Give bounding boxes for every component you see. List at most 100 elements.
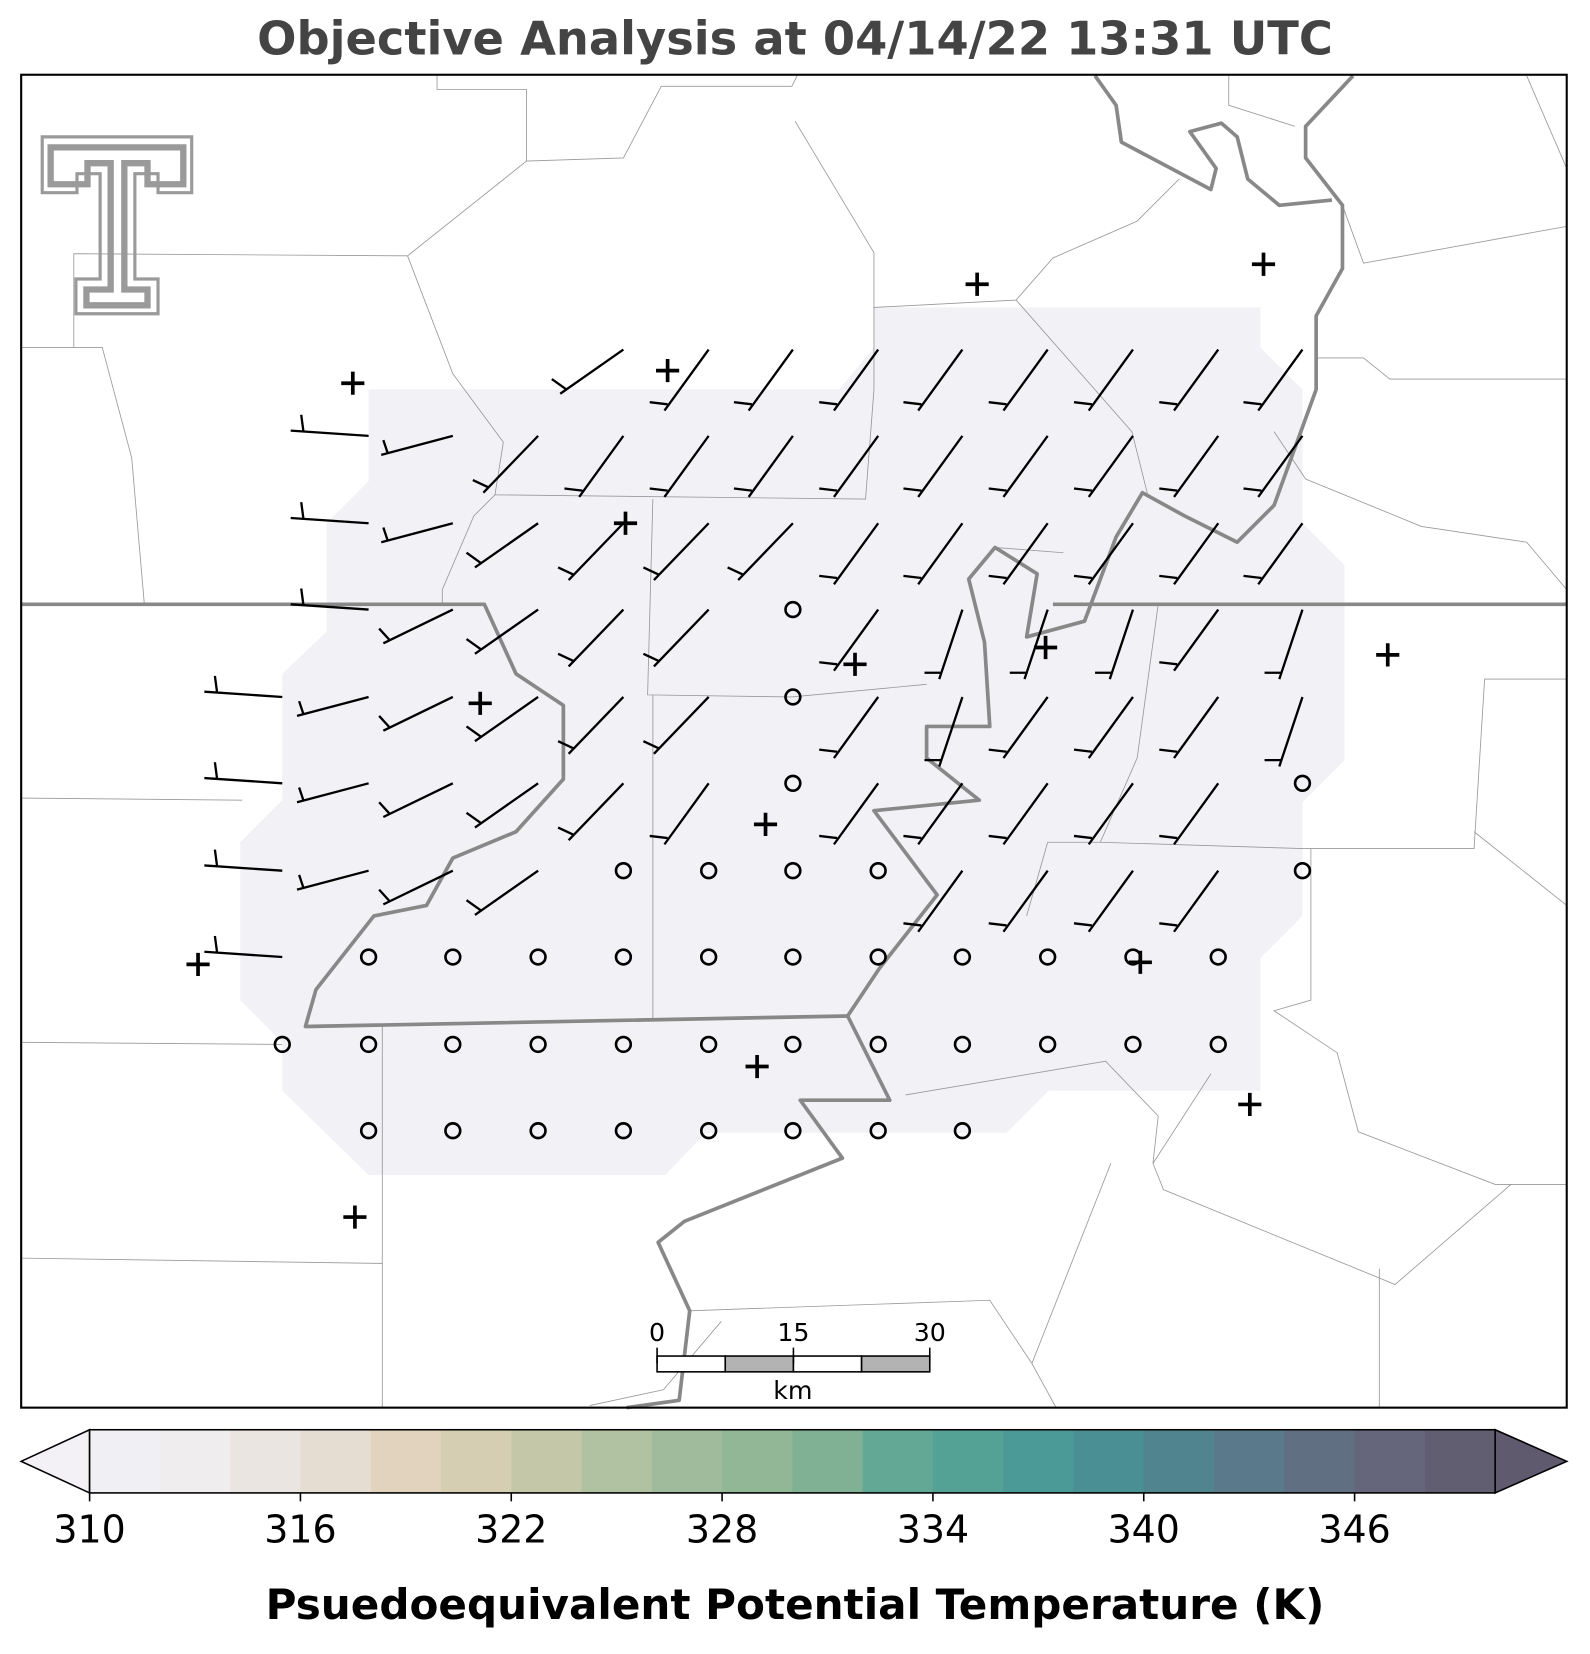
- wind-barb: [465, 869, 539, 916]
- wind-barb: [1159, 608, 1220, 672]
- station-marker: [468, 691, 492, 715]
- wind-barb: [380, 434, 454, 456]
- wind-barb: [642, 522, 710, 581]
- calm-station: [444, 1122, 462, 1140]
- calm-station: [444, 1035, 462, 1054]
- calm-station: [784, 774, 802, 792]
- wind-barb: [903, 870, 964, 933]
- wind-barb: [1159, 696, 1220, 759]
- colorbar-tick-label: 340: [1108, 1507, 1180, 1551]
- calm-station: [784, 948, 802, 966]
- scale-segment: [724, 1355, 795, 1373]
- colorbar-tick-label: 316: [264, 1507, 336, 1551]
- calm-station: [784, 1035, 802, 1054]
- wind-barb: [204, 762, 283, 785]
- scale-tick-label: 30: [914, 1318, 946, 1347]
- calm-station: [1124, 1035, 1142, 1054]
- calm-station: [614, 948, 633, 966]
- colorbar-bin: [440, 1429, 512, 1493]
- station-marker: [1376, 643, 1400, 667]
- wind-barb: [988, 782, 1049, 846]
- wind-barb: [1159, 870, 1220, 933]
- wind-barb: [819, 782, 880, 846]
- analysis-region: [240, 307, 1345, 1175]
- scale-bar: km 0 15 30: [649, 1318, 946, 1405]
- wind-barb: [472, 435, 539, 494]
- wind-barb: [290, 588, 369, 611]
- wind-barb: [296, 695, 369, 718]
- wind-barb: [290, 502, 369, 525]
- wind-barbs: [186, 252, 1400, 1229]
- wind-barb: [465, 608, 539, 655]
- wind-barb: [290, 414, 369, 438]
- station-marker: [1251, 252, 1276, 276]
- calm-station: [953, 948, 972, 966]
- wind-barb: [988, 870, 1049, 933]
- calm-station: [1209, 948, 1227, 966]
- colorbar-frame: [88, 1428, 1496, 1494]
- wind-barb: [1073, 696, 1134, 759]
- colorbar-label: Psuedoequivalent Potential Temperature (…: [266, 1580, 1325, 1629]
- station-marker: [753, 812, 778, 836]
- wind-barb: [649, 435, 710, 498]
- wind-barb: [733, 435, 794, 498]
- colorbar-bin: [230, 1429, 301, 1493]
- station-marker: [613, 511, 638, 535]
- rivers-and-borders: [21, 74, 1567, 1410]
- wind-barb: [1009, 609, 1049, 680]
- station-marker: [186, 952, 210, 976]
- wind-barb: [1159, 782, 1220, 846]
- colorbar-bin: [370, 1429, 442, 1493]
- wind-barb: [557, 782, 625, 841]
- colorbar-bin: [792, 1429, 864, 1493]
- wind-barb: [903, 348, 964, 412]
- station-marker: [965, 272, 989, 296]
- wind-barb: [1159, 435, 1220, 498]
- colorbar-bin: [1354, 1429, 1426, 1493]
- station-marker: [1128, 950, 1152, 974]
- wind-barb: [642, 608, 710, 668]
- scale-segment: [860, 1355, 931, 1373]
- station-marker: [745, 1054, 769, 1079]
- map-area: [20, 73, 1568, 1410]
- wind-barb: [1243, 348, 1304, 412]
- colorbar-tick-label: 322: [475, 1507, 547, 1551]
- colorbar-bin: [1424, 1429, 1496, 1493]
- wind-barb: [380, 522, 454, 544]
- wind-barb: [378, 608, 454, 645]
- wind-barb: [1073, 435, 1134, 498]
- calm-station: [869, 1122, 887, 1140]
- wind-barb: [903, 782, 964, 846]
- wind-barb: [1159, 522, 1220, 586]
- station-marker: [343, 1205, 367, 1229]
- station-marker: [843, 652, 867, 676]
- wind-barb: [1073, 522, 1134, 586]
- wind-barb: [1264, 609, 1304, 680]
- colorbar-tick-label: 346: [1318, 1507, 1390, 1551]
- wind-barb: [819, 348, 880, 412]
- calm-station: [784, 1122, 802, 1140]
- wind-barb: [204, 849, 283, 872]
- colorbar-bin: [581, 1429, 653, 1493]
- calm-station: [529, 1122, 547, 1140]
- wind-barb: [988, 348, 1049, 412]
- colorbar-bin: [159, 1429, 231, 1493]
- colorbar-bin: [1284, 1429, 1356, 1493]
- calm-station: [359, 1122, 378, 1140]
- colorbar-tick-label: 334: [897, 1507, 969, 1551]
- wind-barb: [1159, 348, 1220, 412]
- calm-station: [699, 948, 718, 966]
- calm-station: [614, 1122, 633, 1140]
- wind-barb: [1243, 522, 1304, 586]
- wind-barb: [819, 696, 880, 759]
- calm-station: [869, 948, 887, 966]
- wind-barb: [1073, 870, 1134, 933]
- wind-barb: [642, 696, 710, 755]
- calm-station: [784, 688, 802, 706]
- colorbar-bin: [1214, 1429, 1285, 1493]
- calm-station: [699, 1035, 718, 1054]
- calm-station: [784, 862, 802, 880]
- scale-segment: [792, 1355, 863, 1373]
- colorbar-bin: [511, 1429, 583, 1493]
